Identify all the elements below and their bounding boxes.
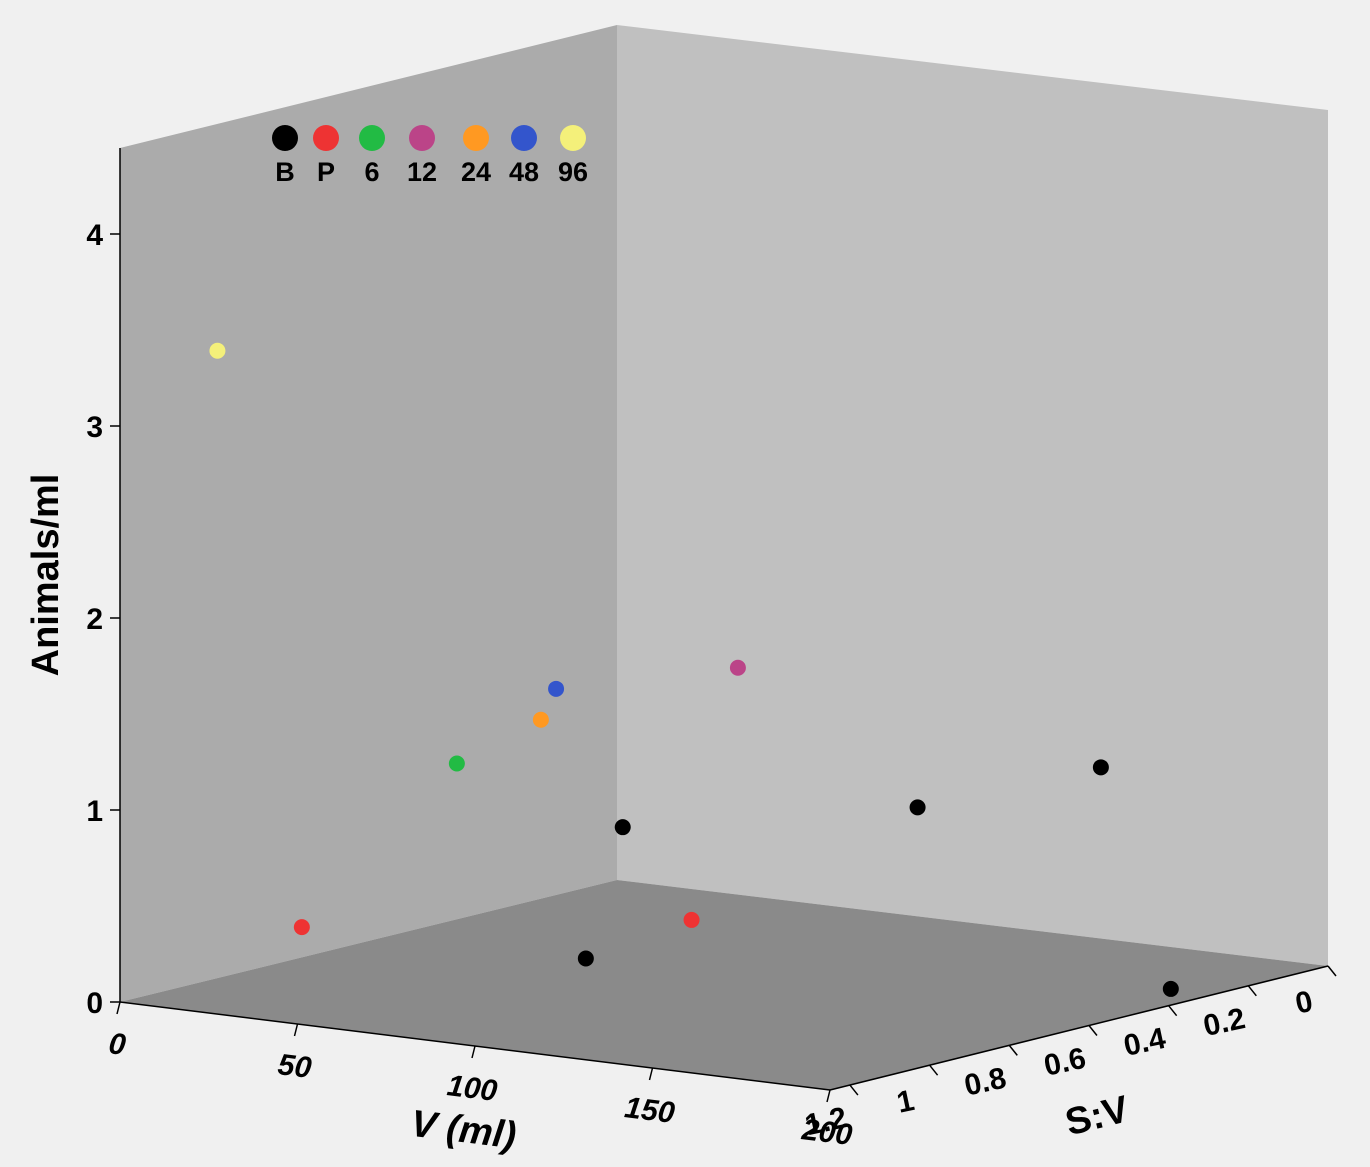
y-tick-label: 0 [86,987,103,1020]
z-tick-label: 0.2 [1201,1002,1249,1043]
data-point-B [614,819,631,836]
y-tick-label: 4 [86,219,103,252]
x-tick-mark [648,1067,654,1081]
legend-label: 96 [558,157,588,187]
legend-label: P [317,157,335,187]
legend-swatch [409,125,435,151]
legend-item-P: P [313,125,339,187]
x-tick-mark [293,1023,299,1037]
y-axis-ticks: 0 1 2 3 4 [86,219,120,1020]
legend-swatch [313,125,339,151]
legend-swatch [359,125,385,151]
y-tick-label: 1 [86,795,103,828]
legend-swatch [511,125,537,151]
z-tick-mark [1168,1005,1178,1017]
z-tick-label: 0.6 [1041,1042,1089,1083]
legend-item-B: B [272,125,298,187]
z-tick-mark [929,1064,939,1076]
z-tick-label: 0.4 [1121,1022,1169,1063]
legend-label: 48 [509,157,539,187]
z-tick-mark [849,1084,859,1096]
data-point-B [1162,980,1179,997]
back-wall-right [617,25,1328,966]
legend-swatch [560,125,586,151]
data-point-B [1092,759,1109,776]
back-wall-left [120,25,617,1002]
z-tick-mark [1247,985,1257,997]
z-tick-mark [1327,965,1337,977]
z-tick-mark [1008,1044,1018,1056]
data-point-96 [209,342,226,359]
z-tick-label: 1 [894,1084,917,1120]
legend-item-48: 48 [509,125,539,187]
data-point-24 [532,711,549,728]
x-axis-ticks: 0 50 100 150 200 [107,1001,854,1152]
data-point-48 [548,680,565,697]
legend-swatch [272,125,298,151]
data-point-B [909,799,926,816]
data-point-P [683,911,700,928]
legend-item-12: 12 [407,125,437,187]
x-tick-label: 200 [799,1113,854,1152]
legend-item-6: 6 [359,125,385,187]
legend-label: 24 [461,157,491,187]
z-tick-mark [1088,1025,1098,1036]
y-tick-label: 2 [86,603,103,636]
legend-label: B [275,157,295,187]
data-point-6 [448,755,465,772]
z-axis-line [829,965,1329,1091]
x-tick-label: 100 [445,1069,499,1108]
x-tick-label: 50 [276,1048,313,1085]
z-tick-label: 0.8 [961,1062,1009,1103]
x-tick-mark [471,1045,476,1059]
data-point-P [293,919,310,936]
z-tick-label: 0 [1292,985,1315,1021]
data-point-B [577,950,594,967]
x-tick-label: 150 [623,1091,677,1130]
x-tick-label: 0 [107,1027,128,1062]
legend-label: 12 [407,157,437,187]
z-axis-title: S:V [1061,1088,1133,1144]
legend: B P 6 12 24 48 96 [272,125,588,187]
legend-swatch [463,125,489,151]
legend-item-24: 24 [461,125,491,187]
floor [120,880,1328,1090]
legend-label: 6 [364,157,379,187]
x-axis-title: V (ml) [409,1103,519,1158]
x-tick-mark [826,1089,831,1103]
y-axis-title: Animals/ml [25,474,67,677]
data-points [209,342,1179,997]
legend-item-96: 96 [558,125,588,187]
y-tick-label: 3 [86,411,103,444]
data-point-12 [729,659,746,676]
x-tick-mark [116,1001,121,1015]
